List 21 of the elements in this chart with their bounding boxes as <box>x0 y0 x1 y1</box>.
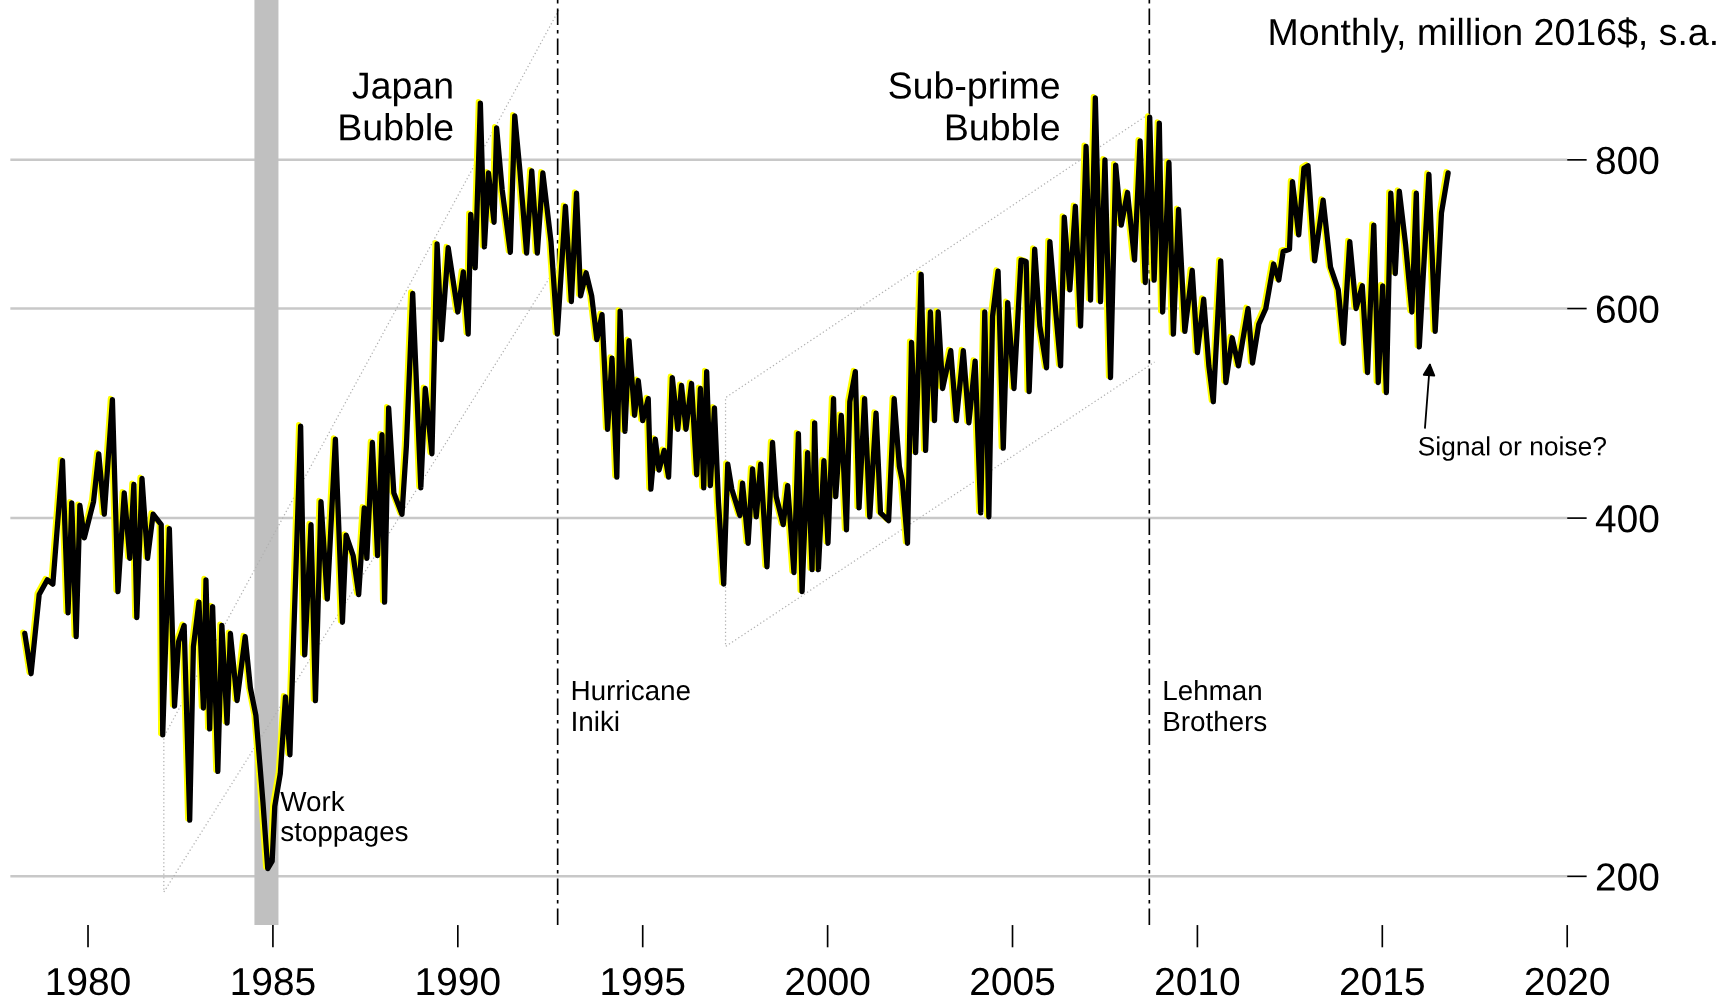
x-tick-label: 2020 <box>1525 967 1609 996</box>
chart-title: Monthly, million 2016$, s.a. <box>1270 17 1716 53</box>
x-tick-label: 2005 <box>971 967 1055 996</box>
y-tick-label: 600 <box>1596 295 1659 324</box>
y-tick-label: 400 <box>1595 505 1659 533</box>
x-tick-label: 1980 <box>47 967 130 996</box>
x-tick-label: 2015 <box>1341 967 1424 996</box>
x-tick-label: 1985 <box>232 967 315 996</box>
x-tick-label: 2000 <box>786 967 870 996</box>
ref-line-label: Hurricane Iniki <box>572 679 690 731</box>
x-tick-label: 1995 <box>602 967 685 996</box>
band-label: Work stoppages <box>280 790 408 847</box>
annotation: Japan Bubble <box>340 72 453 141</box>
x-tick-label: 1990 <box>417 967 500 996</box>
annotation: Sub-prime Bubble <box>889 71 1059 141</box>
x-tick-label: 2010 <box>1156 967 1240 996</box>
line-series <box>163 9 560 893</box>
ref-line-label: Lehman Brothers <box>1164 679 1267 732</box>
annotation: Signal or noise? <box>1418 436 1606 461</box>
y-tick-label: 800 <box>1596 146 1659 175</box>
y-tick-label: 200 <box>1596 863 1659 891</box>
